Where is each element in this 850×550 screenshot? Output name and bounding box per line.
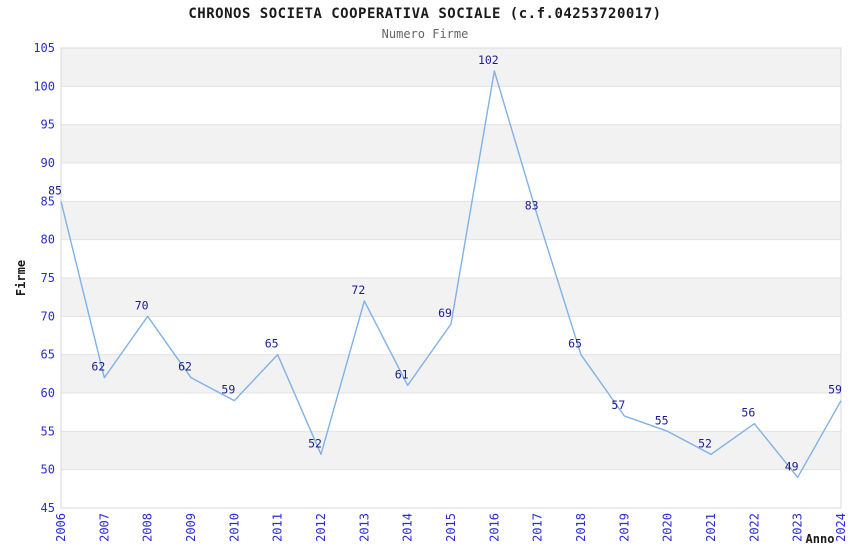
x-tick-label: 2012 [314,513,328,542]
data-point-label: 57 [611,398,625,412]
y-tick-label: 70 [41,309,55,323]
chart-subtitle: Numero Firme [381,27,469,41]
data-point-label: 69 [438,306,452,320]
data-point-label: 65 [568,337,582,351]
data-point-label: 72 [351,283,365,297]
data-point-label: 85 [48,183,62,197]
y-tick-label: 100 [33,79,55,93]
x-tick-label: 2015 [444,513,458,542]
plot-band [61,201,841,240]
x-tick-label: 2006 [54,513,68,542]
y-tick-label: 65 [41,348,55,362]
data-point-label: 70 [135,298,149,312]
data-point-label: 52 [308,436,322,450]
x-tick-label: 2007 [97,513,111,542]
data-line [60,70,842,479]
data-point-label: 62 [178,360,192,374]
y-tick-label: 45 [41,501,55,515]
y-tick-label: 55 [41,424,55,438]
x-tick-label: 2017 [531,513,545,542]
data-point-label: 62 [91,360,105,374]
x-tick-label: 2020 [661,513,675,542]
x-tick-label: 2013 [357,513,371,542]
data-point-label: 59 [221,383,235,397]
data-point-label: 52 [698,436,712,450]
data-point-label: 56 [741,406,755,420]
x-tick-label: 2014 [401,513,415,542]
y-tick-label: 50 [41,463,55,477]
y-tick-label: 105 [33,41,55,55]
data-point-label: 61 [395,367,409,381]
x-tick-label: 2011 [271,513,285,542]
data-point-label: 49 [785,459,799,473]
y-tick-label: 75 [41,271,55,285]
data-point-label: 102 [478,53,499,67]
y-tick-label: 80 [41,233,55,247]
x-tick-label: 2023 [791,513,805,542]
x-tick-label: 2009 [184,513,198,542]
y-axis-title: Firme [14,260,28,296]
y-tick-label: 95 [41,118,55,132]
x-tick-label: 2021 [704,513,718,542]
plot-band [61,431,841,470]
plot-band [61,124,841,163]
data-point-label: 65 [265,337,279,351]
plot-border [60,47,842,509]
chart-title: CHRONOS SOCIETA COOPERATIVA SOCIALE (c.f… [188,6,662,22]
y-tick-label: 60 [41,386,55,400]
x-tick-label: 2019 [617,513,631,542]
x-tick-label: 2010 [227,513,241,542]
plot-band [61,354,841,393]
x-tick-label: 2018 [574,513,588,542]
y-tick-label: 85 [41,194,55,208]
data-point-label: 59 [828,383,842,397]
x-axis-title: Anno [806,532,835,546]
data-point-label: 83 [525,199,539,213]
y-tick-label: 90 [41,156,55,170]
x-tick-label: 2022 [747,513,761,542]
plot-band [61,278,841,317]
data-point-label: 55 [655,413,669,427]
plot-band [61,48,841,87]
x-tick-label: 2008 [141,513,155,542]
x-tick-label: 2016 [487,513,501,542]
x-tick-label: 2024 [834,513,848,542]
